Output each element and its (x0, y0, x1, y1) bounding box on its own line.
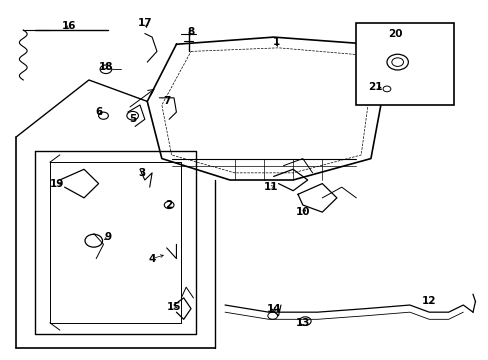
Text: 9: 9 (104, 232, 112, 242)
Text: 2: 2 (165, 200, 172, 210)
Text: 13: 13 (295, 318, 309, 328)
Text: 21: 21 (368, 82, 382, 92)
Text: 14: 14 (266, 303, 281, 314)
Text: 16: 16 (62, 21, 77, 31)
Text: 17: 17 (137, 18, 152, 28)
FancyBboxPatch shape (356, 23, 453, 105)
Text: 3: 3 (139, 168, 146, 178)
Text: 19: 19 (50, 179, 64, 189)
Text: 7: 7 (163, 96, 170, 107)
Text: 12: 12 (421, 296, 436, 306)
Text: 15: 15 (166, 302, 181, 312)
Text: 4: 4 (148, 253, 156, 264)
Text: 10: 10 (295, 207, 309, 217)
Text: 8: 8 (187, 27, 194, 37)
Text: 11: 11 (264, 182, 278, 192)
Text: 6: 6 (95, 107, 102, 117)
Text: 20: 20 (387, 28, 402, 39)
Text: 1: 1 (272, 37, 279, 48)
Text: 5: 5 (129, 114, 136, 124)
Text: 18: 18 (99, 63, 113, 72)
